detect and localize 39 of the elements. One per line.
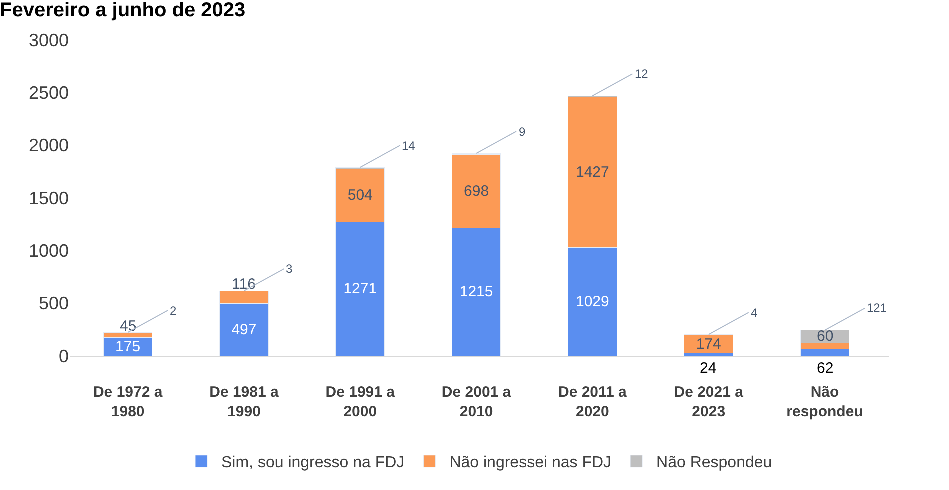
legend-label: Não ingressei nas FDJ bbox=[450, 454, 612, 472]
data-label: 497 bbox=[232, 321, 257, 338]
data-label: 45 bbox=[120, 318, 137, 335]
data-label: 62 bbox=[817, 360, 834, 377]
y-tick-label: 0 bbox=[58, 346, 69, 366]
data-label: 1029 bbox=[576, 293, 610, 310]
chart-title: Fevereiro a junho de 2023 bbox=[0, 0, 246, 22]
data-label: 1427 bbox=[576, 164, 610, 181]
data-label: 60 bbox=[817, 328, 834, 345]
data-label: 12 bbox=[635, 67, 649, 81]
y-tick-label: 3000 bbox=[28, 30, 69, 50]
y-tick-label: 2500 bbox=[28, 82, 69, 103]
x-tick-label: De 1991 a 2000 bbox=[326, 384, 396, 420]
data-label: 3 bbox=[286, 262, 293, 276]
y-tick-label: 500 bbox=[38, 294, 69, 314]
data-label: 116 bbox=[232, 276, 256, 293]
data-label: 698 bbox=[464, 182, 490, 200]
legend-label: Sim, sou ingresso na FDJ bbox=[222, 454, 405, 472]
data-label: 175 bbox=[116, 338, 141, 356]
data-label: 504 bbox=[348, 187, 373, 204]
x-tick-label: De 2001 a 2010 bbox=[442, 384, 512, 420]
data-label: 24 bbox=[700, 360, 717, 377]
data-label: 4 bbox=[751, 306, 758, 320]
x-tick-label: Não respondeu bbox=[786, 384, 864, 420]
x-tick-label: De 2011 a 2020 bbox=[558, 384, 628, 420]
y-tick-label: 2000 bbox=[28, 136, 69, 156]
legend-label: Não Respondeu bbox=[656, 454, 772, 472]
y-tick-label: 1500 bbox=[28, 188, 69, 208]
data-label: 174 bbox=[696, 336, 722, 353]
data-label: 9 bbox=[519, 125, 526, 139]
data-label: 2 bbox=[170, 304, 177, 318]
data-label: 1271 bbox=[344, 280, 378, 298]
y-tick-label: 1000 bbox=[28, 240, 69, 261]
data-label: 14 bbox=[402, 139, 416, 153]
x-tick-label: De 2021 a 2023 bbox=[674, 384, 744, 420]
data-label: 121 bbox=[867, 301, 888, 315]
x-tick-label: De 1981 a 1990 bbox=[210, 384, 280, 420]
data-label: 1215 bbox=[460, 284, 494, 301]
x-tick-label: De 1972 a 1980 bbox=[93, 384, 164, 420]
